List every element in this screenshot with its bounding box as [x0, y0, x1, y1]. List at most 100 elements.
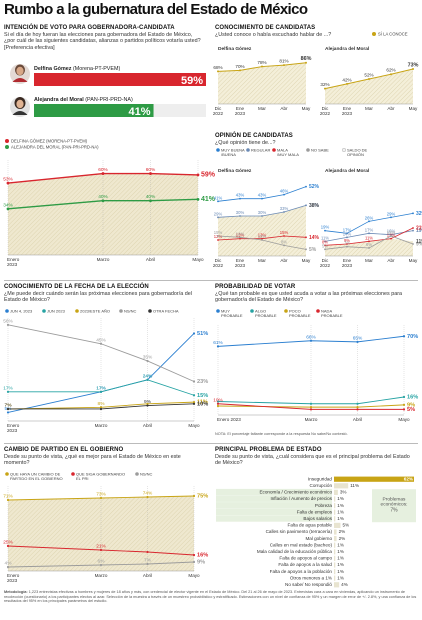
data-point	[309, 339, 313, 342]
data-point	[239, 215, 241, 217]
data-label: 7%	[5, 402, 13, 408]
econ-row-bg	[216, 488, 332, 496]
data-point	[99, 390, 103, 393]
x-tick-label: 2023	[7, 262, 18, 267]
data-point	[192, 402, 196, 405]
data-label: 32%	[320, 82, 329, 87]
vote-bar-c2-fill	[34, 104, 154, 117]
data-point	[346, 82, 348, 85]
data-point	[239, 69, 241, 72]
data-point	[6, 181, 10, 185]
x-tick-label: Mar	[258, 258, 266, 263]
data-point	[402, 403, 406, 406]
bar-value-label: 1%	[337, 569, 344, 574]
legend-swatch	[71, 472, 75, 476]
opinion-legend-label: /MUY MALA	[277, 152, 299, 157]
data-point	[305, 236, 307, 239]
x-tick-label: Abr	[280, 106, 288, 111]
bar-value-label: 1%	[337, 503, 344, 508]
data-point	[149, 199, 152, 203]
data-label: 10%	[197, 401, 208, 407]
legend-label: PROBABLE	[289, 313, 311, 318]
bar	[334, 542, 336, 548]
data-point	[217, 239, 219, 241]
data-label: 45%	[96, 337, 106, 343]
x-tick-label: Mar	[365, 258, 373, 263]
data-point	[283, 244, 285, 247]
bar-category-label: Otros menores a 1%	[290, 575, 332, 580]
bar	[334, 569, 336, 575]
data-point	[99, 496, 103, 500]
bar-category-label: Inflación / Aumento de precios	[270, 496, 332, 501]
data-label: 7%	[5, 402, 13, 408]
data-point	[6, 565, 10, 569]
data-label: 30%	[236, 210, 245, 215]
data-label: 73%	[96, 492, 106, 498]
data-label: 10%	[213, 397, 223, 403]
legend-alejandra: ALEJANDRA DEL MORAL (PAN-PRI-PRD-NA)	[11, 145, 99, 150]
opinion-legend-label: OPINIÓN	[347, 152, 364, 157]
x-tick-label: Abril	[143, 423, 152, 428]
data-point	[412, 229, 414, 232]
vote-title: INTENCIÓN DE VOTO PARA GOBERNADORA-CANDI…	[4, 25, 175, 31]
data-label: 43%	[258, 193, 267, 198]
data-label: 5%	[322, 243, 328, 248]
vote-question: Si el día de hoy fueran las elecciones p…	[4, 32, 201, 51]
legend-label: JUN 2023	[47, 309, 66, 314]
data-point	[216, 400, 220, 403]
econ-row-bg	[216, 515, 332, 522]
legend-swatch	[5, 309, 9, 313]
data-point	[283, 64, 285, 67]
data-label: 70%	[235, 64, 244, 69]
data-label: 61%	[213, 340, 223, 346]
data-point	[412, 243, 414, 245]
divider	[4, 280, 418, 281]
x-tick-label: Mayo	[398, 417, 410, 422]
data-point	[192, 332, 196, 335]
page-title: Rumbo a la gubernatura del Estado de Méx…	[4, 1, 308, 18]
data-label: 42%	[342, 77, 351, 82]
data-label: 9%	[416, 242, 422, 248]
x-tick-label: Enero 2023	[217, 417, 241, 422]
data-label: 17%	[3, 385, 13, 391]
divider	[4, 443, 418, 444]
data-point	[324, 240, 326, 243]
x-tick-label: Abril	[353, 417, 362, 422]
data-label: 24%	[143, 373, 153, 379]
legend-swatch	[316, 309, 320, 313]
data-point	[309, 402, 313, 405]
data-label: 62%	[386, 68, 395, 73]
data-point	[6, 498, 10, 502]
note: NOTA: El porcentaje faltante corresponde…	[215, 432, 348, 436]
data-label: 17%	[96, 385, 106, 391]
x-tick-label: Enero	[7, 423, 20, 428]
series-line	[7, 495, 195, 501]
data-point	[368, 232, 370, 235]
legend-label: PROBABLE	[221, 313, 243, 318]
data-label: 13%	[258, 233, 267, 238]
know-title: CONOCIMIENTO DE CANDIDATAS	[215, 25, 316, 31]
data-point	[216, 402, 220, 405]
econ-box	[372, 489, 416, 523]
bar-value-label: 2%	[339, 536, 346, 541]
data-point	[146, 550, 149, 554]
data-point	[217, 70, 219, 73]
legend-label: JUN 4, 2023	[10, 309, 33, 314]
x-tick-label: Mayo	[188, 573, 200, 578]
bar-category-label: Calles sin pavimento (terracería)	[266, 529, 333, 534]
data-label: 81%	[279, 59, 288, 64]
methodology: Metodología: 1,223 entrevistas efectivas…	[4, 590, 418, 604]
data-point	[283, 193, 285, 196]
data-point	[368, 78, 370, 81]
legend-swatch	[216, 309, 220, 313]
x-tick-label: Dic	[215, 106, 222, 111]
data-point	[261, 237, 263, 240]
data-label: 70%	[407, 334, 418, 340]
legend-swatch	[5, 472, 9, 476]
legend-delfina: DELFINA GÓMEZ (MORENA-PT-PVEM)	[11, 139, 88, 144]
x-tick-label: Abr	[387, 106, 395, 111]
data-label: 52%	[364, 73, 373, 78]
